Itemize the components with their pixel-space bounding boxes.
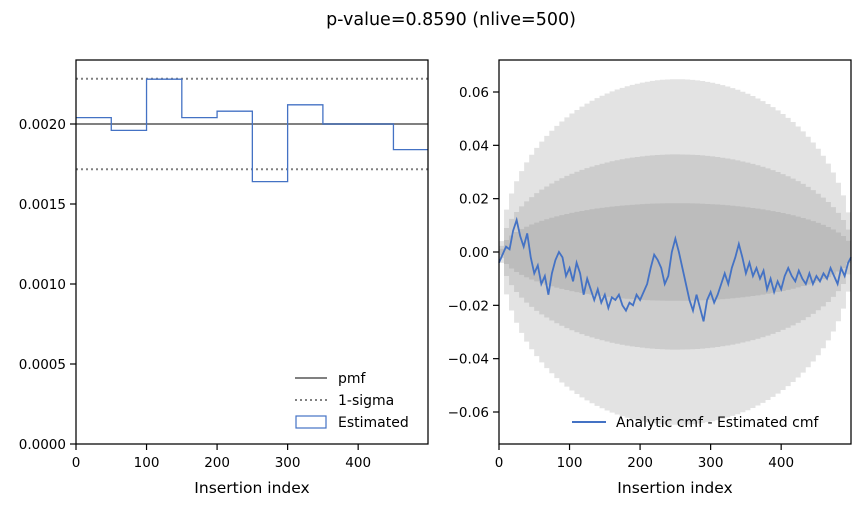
x-tick-label: 0 xyxy=(495,455,504,471)
pmf-panel-legend: pmf 1-sigma Estimated xyxy=(295,371,409,431)
figure-title: p-value=0.8590 (nlive=500) xyxy=(326,10,576,30)
y-tick-label: −0.04 xyxy=(448,352,489,368)
x-tick-label: 0 xyxy=(72,455,81,471)
y-tick-label: −0.02 xyxy=(448,298,489,314)
y-tick-label: 0.06 xyxy=(459,85,489,101)
cmf-panel-legend: Analytic cmf - Estimated cmf xyxy=(572,415,819,431)
x-tick-label: 200 xyxy=(627,455,653,471)
pmf-panel-frame xyxy=(75,59,429,445)
x-tick-label: 100 xyxy=(134,455,160,471)
pmf-panel-xlabel: Insertion index xyxy=(194,479,309,497)
cmf-panel-xlabel: Insertion index xyxy=(617,479,732,497)
legend-estimated-label: Estimated xyxy=(338,415,409,431)
y-tick-label: −0.06 xyxy=(448,405,489,421)
sigma-band-1 xyxy=(499,203,851,301)
y-tick-label: 0.0005 xyxy=(19,357,66,373)
sigma-band-2 xyxy=(499,154,851,350)
y-tick-label: 0.0015 xyxy=(19,197,66,213)
cmf-panel-ticks: 0 100 200 300 400 −0.06 −0.04 −0.02 0.00 0.02 0.04… xyxy=(448,85,794,471)
cmf-panel-marks xyxy=(498,216,852,322)
y-tick-label: 0.02 xyxy=(459,192,489,208)
pmf-panel-marks xyxy=(76,77,428,183)
x-tick-label: 400 xyxy=(345,455,371,471)
y-tick-label: 0.04 xyxy=(459,138,489,154)
sigma-band-3 xyxy=(499,79,851,425)
pmf-panel: 0 100 200 300 400 0.0000 0.0005 0.0010 0.0015 0.0… xyxy=(19,59,429,497)
x-tick-label: 400 xyxy=(768,455,794,471)
cmf-panel: 0 100 200 300 400 −0.06 −0.04 −0.02 0.00 0.02 0.04… xyxy=(448,59,852,497)
legend-estimated-swatch xyxy=(295,415,327,429)
sigma-bands xyxy=(499,79,851,425)
legend-sigma-label: 1-sigma xyxy=(338,393,394,409)
y-tick-label: 0.00 xyxy=(459,245,489,261)
y-tick-label: 0.0010 xyxy=(19,277,66,293)
y-tick-label: 0.0020 xyxy=(19,117,66,133)
legend-cmf-label: Analytic cmf - Estimated cmf xyxy=(616,415,819,431)
cmf-difference-line xyxy=(498,216,852,322)
legend-pmf-label: pmf xyxy=(338,371,367,387)
x-tick-label: 300 xyxy=(275,455,301,471)
x-tick-label: 100 xyxy=(557,455,583,471)
estimated-step xyxy=(76,78,428,183)
y-tick-label: 0.0000 xyxy=(19,437,66,453)
pmf-panel-ticks: 0 100 200 300 400 0.0000 0.0005 0.0010 0.0015 0.0… xyxy=(19,117,371,471)
x-tick-label: 200 xyxy=(204,455,230,471)
x-tick-label: 300 xyxy=(698,455,724,471)
